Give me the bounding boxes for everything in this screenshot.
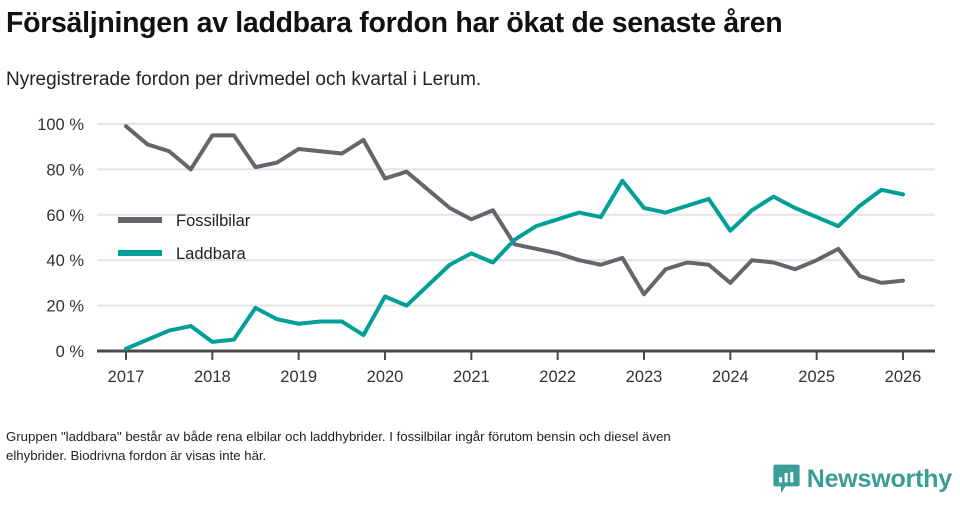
chart-y-axis-labels: 0 % 20 % 40 % 60 % 80 % 100 % — [37, 116, 84, 361]
y-axis-tick-label: 60 % — [46, 207, 84, 225]
page-title: Försäljningen av laddbara fordon har öka… — [6, 7, 783, 39]
chart-svg: 0 % 20 % 40 % 60 % 80 % 100 % 2017 2018 2019 202… — [37, 116, 935, 386]
legend-label: Laddbara — [176, 245, 247, 263]
y-axis-tick-label: 40 % — [46, 252, 84, 270]
x-axis-tick-label: 2024 — [712, 368, 749, 386]
x-axis-tick-label: 2026 — [885, 368, 922, 386]
newsworthy-logo[interactable]: Newsworthy — [773, 463, 952, 495]
y-axis-tick-label: 20 % — [46, 298, 84, 316]
x-axis-tick-label: 2021 — [453, 368, 490, 386]
line-chart: 0 % 20 % 40 % 60 % 80 % 100 % 2017 2018 2019 202… — [0, 108, 960, 393]
legend-label: Fossilbilar — [176, 212, 251, 230]
chart-legend: Fossilbilar Laddbara — [118, 212, 251, 263]
newsworthy-bar-chart-bubble-icon — [773, 464, 800, 494]
chart-x-axis-labels: 2017 2018 2019 2020 2021 2022 2023 2024 2025 2026 — [108, 368, 922, 386]
y-axis-tick-label: 80 % — [46, 161, 84, 179]
x-axis-tick-label: 2023 — [626, 368, 663, 386]
chart-series-lines — [124, 124, 905, 351]
x-axis-tick-label: 2022 — [539, 368, 576, 386]
y-axis-tick-label: 100 % — [37, 116, 84, 134]
chart-footnote: Gruppen "laddbara" består av både rena e… — [6, 428, 906, 465]
x-axis-tick-label: 2025 — [798, 368, 835, 386]
chart-x-axis-ticks — [125, 351, 904, 360]
chart-gridlines — [97, 122, 935, 307]
x-axis-tick-label: 2020 — [367, 368, 404, 386]
newsworthy-wordmark: Newsworthy — [806, 464, 952, 493]
x-axis-tick-label: 2017 — [108, 368, 145, 386]
series-line-fossilbilar — [124, 124, 905, 297]
footnote-line-1: Gruppen "laddbara" består av både rena e… — [6, 429, 671, 444]
x-axis-tick-label: 2019 — [280, 368, 317, 386]
y-axis-tick-label: 0 % — [56, 343, 85, 361]
page-subtitle: Nyregistrerade fordon per drivmedel och … — [6, 69, 482, 90]
footnote-line-2: elhybrider. Biodrivna fordon är visas in… — [6, 447, 267, 463]
series-line-laddbara — [124, 178, 905, 351]
x-axis-tick-label: 2018 — [194, 368, 231, 386]
